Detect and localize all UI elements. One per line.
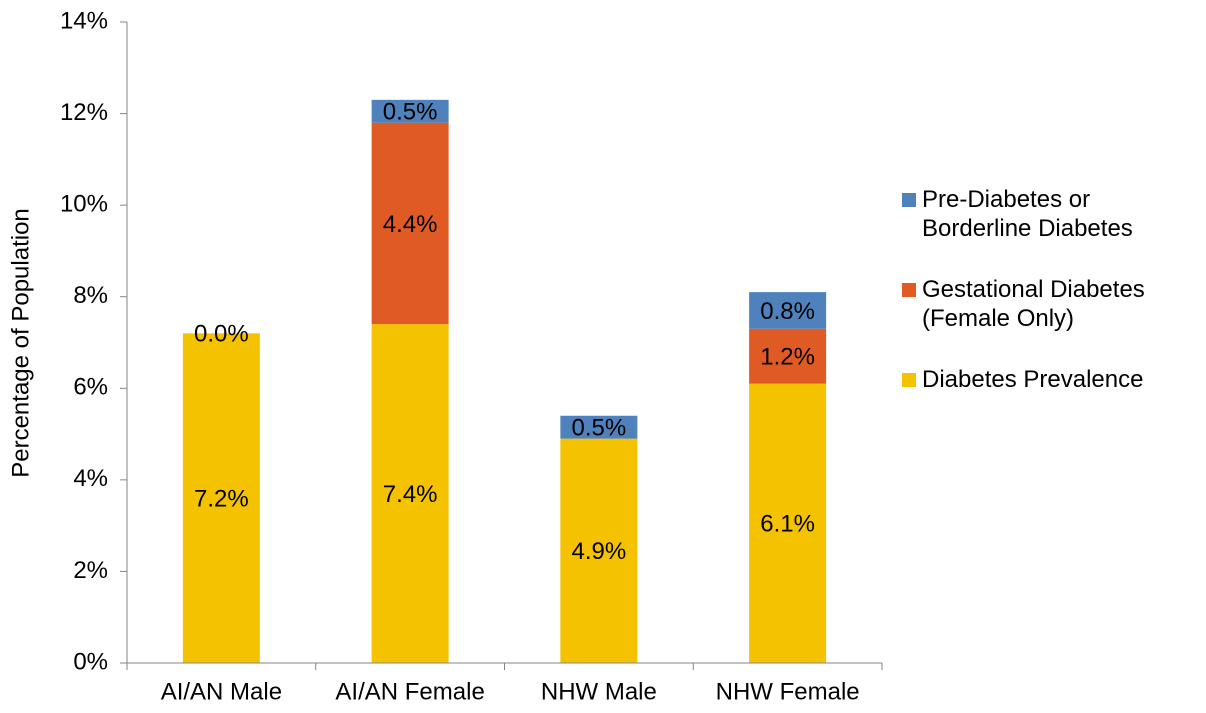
bar-segment bbox=[749, 292, 827, 329]
x-tick-label: NHW Male bbox=[541, 678, 657, 705]
legend-swatch bbox=[902, 373, 916, 387]
legend: Pre-Diabetes or Borderline Diabetes Gesta… bbox=[900, 185, 1190, 426]
legend-entry: Gestational Diabetes (Female Only) bbox=[900, 275, 1190, 333]
legend-entry: Diabetes Prevalence bbox=[900, 365, 1190, 394]
data-label: 4.4% bbox=[383, 211, 438, 238]
bar-segment bbox=[371, 99, 449, 123]
legend-swatch bbox=[902, 283, 916, 297]
legend-label: Gestational Diabetes (Female Only) bbox=[922, 276, 1145, 332]
data-label: 0.8% bbox=[760, 298, 815, 325]
data-label: 0.5% bbox=[572, 415, 627, 442]
data-label: 4.9% bbox=[572, 538, 627, 565]
y-tick-label: 4% bbox=[73, 465, 108, 492]
y-axis-label: Percentage of Population bbox=[7, 208, 34, 478]
legend-entry: Pre-Diabetes or Borderline Diabetes bbox=[900, 185, 1190, 243]
legend-label: Pre-Diabetes or Borderline Diabetes bbox=[922, 186, 1133, 242]
bar-segment bbox=[749, 383, 827, 663]
y-tick-label: 10% bbox=[60, 190, 108, 217]
x-tick-label: NHW Female bbox=[716, 678, 860, 705]
data-label: 7.4% bbox=[383, 481, 438, 508]
y-tick-label: 2% bbox=[73, 557, 108, 584]
data-label: 0.5% bbox=[383, 99, 438, 126]
y-tick-label: 8% bbox=[73, 282, 108, 309]
legend-label: Diabetes Prevalence bbox=[922, 366, 1144, 393]
bar-segment bbox=[560, 438, 638, 663]
y-tick-label: 14% bbox=[60, 7, 108, 34]
bar-segment bbox=[749, 328, 827, 384]
data-label: 7.2% bbox=[194, 486, 249, 513]
bar-segment bbox=[560, 415, 638, 439]
y-tick-label: 12% bbox=[60, 99, 108, 126]
bar-segment bbox=[182, 333, 260, 663]
data-label: 6.1% bbox=[760, 511, 815, 538]
bar-segment bbox=[371, 122, 449, 325]
legend-swatch bbox=[902, 193, 916, 207]
x-tick-label: AI/AN Male bbox=[161, 678, 282, 705]
bar-segment bbox=[371, 324, 449, 663]
y-tick-label: 6% bbox=[73, 374, 108, 401]
data-label: 0.0% bbox=[194, 321, 249, 348]
y-tick-label: 0% bbox=[73, 648, 108, 675]
x-tick-label: AI/AN Female bbox=[335, 678, 484, 705]
data-label: 1.2% bbox=[760, 344, 815, 371]
